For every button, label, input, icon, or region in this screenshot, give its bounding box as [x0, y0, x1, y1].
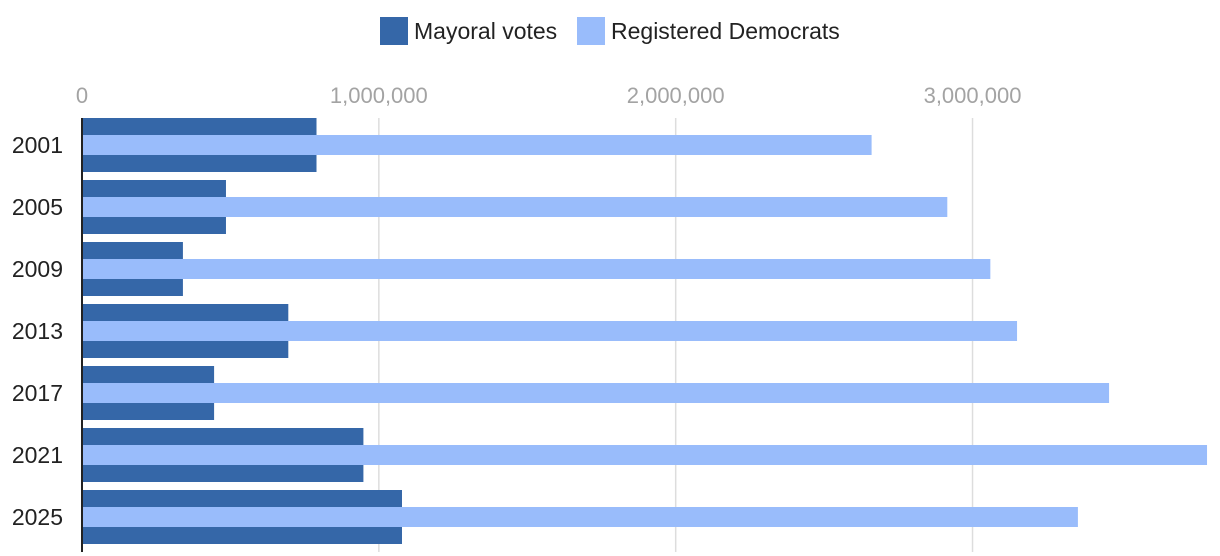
legend: Mayoral votes Registered Democrats [380, 17, 840, 45]
y-category-label: 2013 [12, 318, 63, 344]
legend-label-2: Registered Democrats [611, 18, 840, 44]
bar-registered-democrats-2021 [82, 445, 1208, 465]
legend-swatch-1 [380, 17, 408, 45]
x-tick-label: 2,000,000 [627, 83, 725, 108]
bars [82, 118, 1208, 544]
y-axis-labels: 2001 2005 2009 2013 2017 2021 2025 [12, 132, 63, 530]
legend-label-1: Mayoral votes [414, 18, 557, 44]
legend-swatch-2 [577, 17, 605, 45]
bar-registered-democrats-2025 [82, 507, 1078, 527]
bar-registered-democrats-2001 [82, 135, 872, 155]
bar-registered-democrats-2013 [82, 321, 1018, 341]
x-axis-ticks: 0 1,000,000 2,000,000 3,000,000 [76, 83, 1022, 108]
x-tick-label: 3,000,000 [924, 83, 1022, 108]
bar-registered-democrats-2005 [82, 197, 948, 217]
bar-registered-democrats-2017 [82, 383, 1110, 403]
x-tick-label: 1,000,000 [330, 83, 428, 108]
y-category-label: 2017 [12, 380, 63, 406]
x-tick-label: 0 [76, 83, 88, 108]
y-category-label: 2009 [12, 256, 63, 282]
y-category-label: 2025 [12, 504, 63, 530]
y-category-label: 2005 [12, 194, 63, 220]
y-category-label: 2021 [12, 442, 63, 468]
y-category-label: 2001 [12, 132, 63, 158]
bar-registered-democrats-2009 [82, 259, 991, 279]
